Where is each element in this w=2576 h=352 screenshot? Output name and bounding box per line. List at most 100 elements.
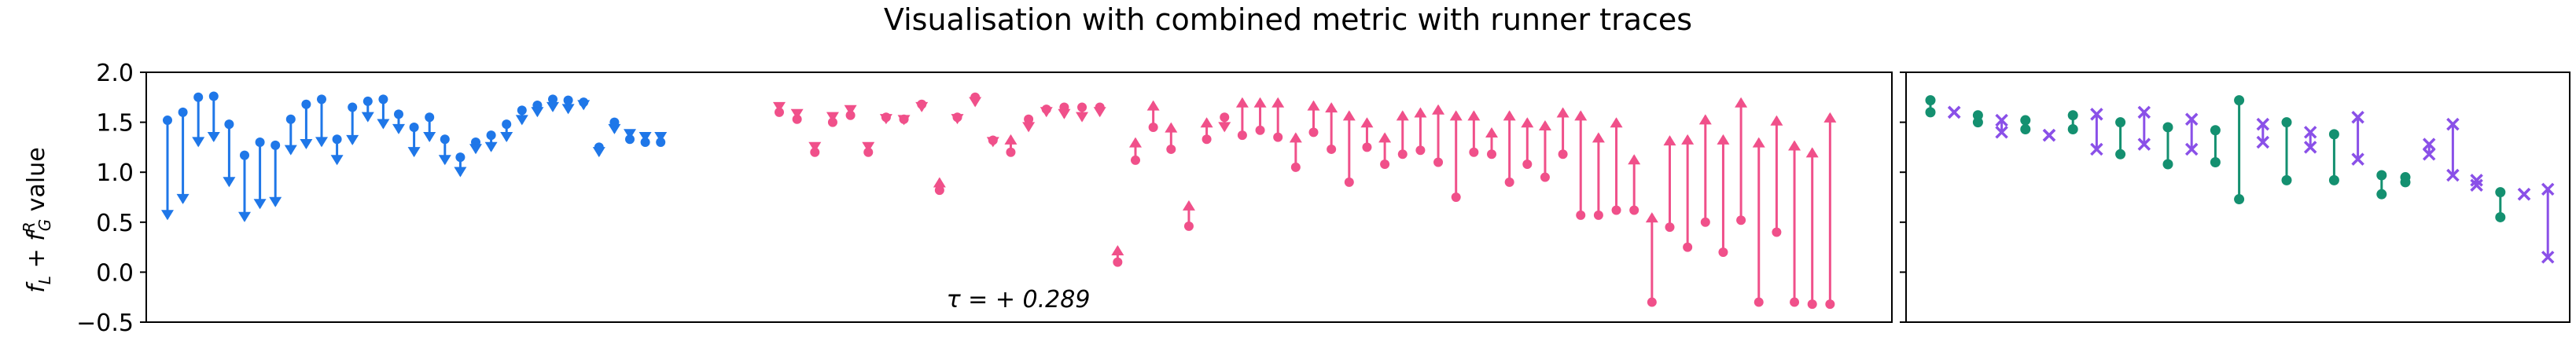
x-marker [1947,105,1961,119]
pink-series-arrow [1218,112,1231,133]
blue-series-arrow [561,95,575,115]
arrow-head [1645,212,1658,223]
circle-marker [2162,159,2173,170]
arrow-head [969,97,982,108]
x-marker [2541,182,2555,196]
x-marker [2256,135,2270,149]
circle-marker [2328,129,2339,140]
pink-series-arrow [1717,134,1730,257]
x-marker [2303,141,2317,154]
start-point [1772,227,1782,237]
arrow-head [1253,97,1267,108]
start-point [1415,145,1426,156]
left-plot-frame [145,72,1893,323]
arrow-head [1592,132,1605,143]
blue-series-arrow [192,92,205,148]
pink-series-arrow [1360,117,1374,152]
green-series-pair [1925,95,1936,118]
arrow-head [1467,110,1481,121]
pink-series-arrow [1040,104,1053,118]
arrow-head [1235,97,1249,108]
circle-marker [2495,187,2506,198]
blue-series-arrow [207,91,220,143]
blue-series-arrow [500,119,513,143]
circle-marker [2376,170,2387,181]
start-point [1647,297,1657,307]
blue-series-arrow [161,116,174,221]
x-marker [2446,168,2460,182]
start-point [255,138,265,148]
start-point [240,150,249,160]
arrow-head [1698,114,1712,125]
start-point [1665,222,1675,233]
start-point [1754,297,1764,307]
circle-marker [2495,211,2506,222]
arrow-head [1218,122,1231,133]
circle-marker [1925,107,1936,118]
arrow-head [1805,147,1819,158]
right-panel-marks [1925,95,2555,264]
start-point [332,134,342,145]
blue-series-arrow [269,140,282,207]
start-point [548,94,558,104]
arrow-head [577,100,591,111]
arrow-head [1485,126,1498,138]
arrow-head [790,108,804,119]
start-point [1683,242,1693,252]
arrow-head [1449,110,1463,121]
arrow-head [1610,117,1623,128]
arrow-head [423,132,436,143]
green-series-pair [1972,110,1983,128]
green-series-pair [2210,125,2221,167]
x-marker [2470,178,2483,192]
start-point [409,122,419,132]
green-series-pair [2020,115,2031,135]
pink-series-arrow [1004,134,1018,157]
start-point [440,134,450,145]
arrow-head [1556,107,1570,118]
arrow-head [1200,117,1213,128]
pink-series-arrow [773,101,786,117]
circle-marker [2400,172,2411,183]
start-point [208,91,219,101]
purple-series-pair [2184,112,2199,156]
arrow-head [1165,122,1178,133]
start-point [1237,130,1247,141]
purple-series-pair [1995,113,2008,139]
circle-marker [2210,156,2221,167]
x-marker [2422,138,2436,151]
start-point [455,152,466,163]
pink-series-arrow [1663,135,1676,233]
pink-series-arrow [1645,212,1658,307]
circle-marker [2020,115,2031,126]
pink-series-arrow [1342,110,1356,187]
start-point [517,105,527,116]
green-series-pair [2234,95,2245,205]
start-point [394,109,403,119]
pink-series-arrow [1538,120,1551,182]
y-tick-label: 0.5 [96,210,134,237]
pink-series-arrow [951,112,964,125]
pink-series-arrow [1574,110,1588,220]
arrow-head [826,112,839,123]
blue-series-arrow [638,132,652,148]
arrow-head [1360,117,1374,128]
left-panel: τ = + 0.289 [145,72,1893,323]
start-point [1540,172,1550,182]
arrow-head [223,177,236,188]
start-point [1451,192,1461,202]
start-point [178,107,188,117]
x-marker [2470,174,2483,187]
blue-series-arrow [284,114,297,156]
arrow-head [346,134,359,145]
arrow-head [1788,140,1801,151]
start-point [285,114,296,124]
pink-series-arrow [897,114,911,126]
pink-series-arrow [1253,97,1267,135]
pink-series-arrow [1503,110,1516,187]
pink-series-arrow [933,177,946,196]
start-point [1629,205,1639,215]
pink-series-arrow [1805,147,1819,310]
purple-series-pair [2446,117,2460,182]
pink-series-arrow [1235,97,1249,141]
